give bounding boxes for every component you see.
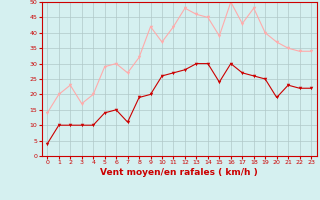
X-axis label: Vent moyen/en rafales ( km/h ): Vent moyen/en rafales ( km/h ): [100, 168, 258, 177]
